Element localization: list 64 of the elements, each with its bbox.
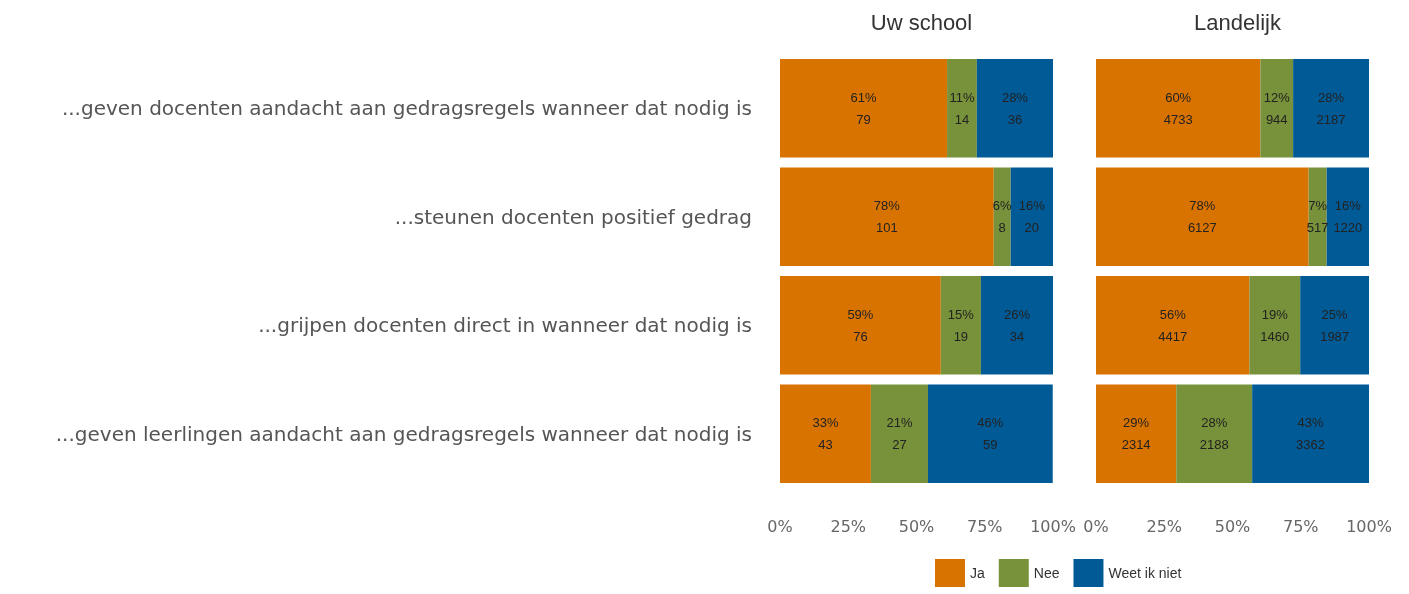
bar [993,167,1011,267]
bar [947,58,977,158]
x-tick-label: 25% [1146,516,1183,536]
data-label: 78% 101 [873,198,901,236]
bar [1249,275,1301,375]
data-label: 12% 944 [1263,89,1291,127]
x-tick-label: 100% [1030,516,1076,536]
chart-title: Uw school [870,9,973,35]
bar [1096,58,1261,158]
legend-label: Ja [970,565,985,581]
data-label: 56% 4417 [1158,306,1188,344]
data-label: 43% 3362 [1296,415,1326,453]
y-tick-label: ...steunen docenten positief gedrag [394,204,752,229]
x-tick-label: 0% [1083,516,1109,536]
data-label: 61% 79 [850,89,877,127]
data-label: 16% 1220 [1333,198,1363,236]
bar [980,275,1053,375]
data-label: 11% 14 [949,89,975,127]
bar [1176,384,1253,484]
bar [780,58,948,158]
data-label: 60% 4733 [1163,89,1193,127]
x-tick-label: 75% [966,516,1003,536]
data-label: 16% 20 [1018,198,1046,236]
bar [1010,167,1053,267]
bar [1252,384,1369,484]
legend-label: Weet ik niet [1108,565,1182,581]
bar [976,58,1053,158]
data-label: 26% 34 [1003,306,1031,344]
bar [1096,167,1309,267]
data-label: 28% 2188 [1199,415,1229,453]
chart-title: Landelijk [1194,9,1282,35]
data-label: 78% 6127 [1187,198,1217,236]
bar [1326,167,1369,267]
x-tick-label: 75% [1282,516,1319,536]
data-label: 25% 1987 [1320,306,1350,344]
y-tick-label: ...grijpen docenten direct in wanneer dat nodig is [258,313,752,338]
bar [780,167,994,267]
data-label: 19% 1460 [1260,306,1290,344]
bar [1096,384,1177,484]
data-label: 21% 27 [886,415,913,453]
bar [1260,58,1294,158]
data-label: 15% 19 [947,306,975,344]
data-label: 59% 76 [847,306,874,344]
data-label: 28% 2187 [1316,89,1346,127]
x-tick-label: 100% [1346,516,1392,536]
x-tick-label: 25% [830,516,867,536]
bar [1300,275,1369,375]
bar [940,275,981,375]
bar [780,384,871,484]
bar [780,275,941,375]
legend-label: Nee [1033,565,1060,581]
bar [870,384,928,484]
x-tick-label: 50% [898,516,935,536]
bar [927,384,1053,484]
x-tick-label: 50% [1214,516,1251,536]
data-label: 33% 43 [812,415,839,453]
bar [1293,58,1369,158]
bar [1096,275,1250,375]
x-tick-label: 0% [767,516,793,536]
data-label: 46% 59 [977,415,1004,453]
data-label: 28% 36 [1001,89,1029,127]
data-label: 29% 2314 [1121,415,1151,453]
y-tick-label: ...geven docenten aandacht aan gedragsregels wanneer dat nodig is [61,96,752,121]
y-tick-label: ...geven leerlingen aandacht aan gedragsregels wanneer dat nodig is [55,421,752,446]
